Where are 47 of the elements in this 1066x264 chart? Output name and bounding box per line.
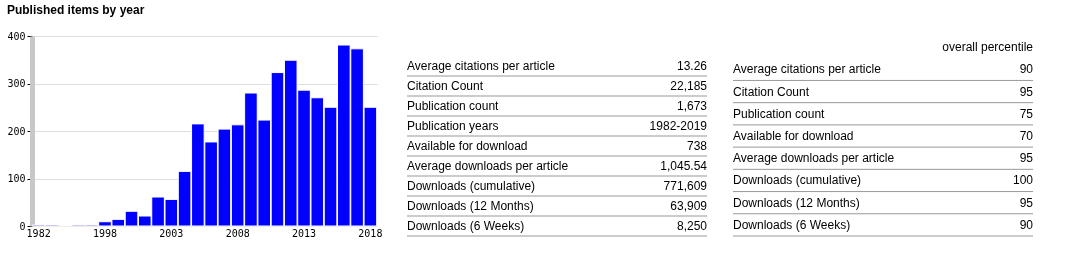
text: 22,185 (670, 79, 707, 93)
y-tick-label: 200 (7, 125, 26, 137)
category-label: Downloads (6 Weeks) (407, 219, 525, 233)
category-label: Downloads (12 Months) (407, 199, 534, 213)
category-label: Citation Count (407, 79, 484, 93)
x-tick-label: 1982 (26, 227, 51, 239)
text: 100 (1012, 173, 1033, 188)
category-label: Average citations per article (733, 62, 882, 77)
category-label: Downloads (cumulative) (407, 179, 536, 193)
text: 95 (1019, 84, 1033, 99)
category-label: Average downloads per article (733, 151, 895, 166)
text: 95 (1019, 195, 1033, 210)
chart-title: Published items by year (6, 3, 145, 17)
category-label: Available for download (407, 139, 528, 153)
category-label: Downloads (6 Weeks) (733, 217, 851, 232)
text: 771,609 (663, 179, 707, 193)
text: 90 (1019, 217, 1033, 232)
text: 738 (686, 139, 707, 153)
text: overall percentile (942, 40, 1034, 55)
category-label: Publication count (733, 106, 826, 121)
y-tick-label: 300 (7, 78, 26, 89)
x-tick-label: 2013 (291, 227, 317, 239)
x-tick-label: 2003 (159, 227, 184, 239)
category-label: Publication count (407, 99, 500, 113)
category-label: Publication years (407, 119, 499, 133)
y-tick-label: 0 (19, 220, 26, 232)
text: 13.26 (676, 59, 707, 73)
category-label: Citation Count (733, 84, 810, 99)
y-tick-label: 400 (7, 30, 26, 42)
x-tick-label: 1998 (92, 227, 118, 239)
category-label: Average citations per article (407, 59, 556, 73)
text: 1982-2019 (649, 119, 707, 133)
text: 75 (1019, 106, 1033, 121)
x-tick-label: 2018 (358, 227, 383, 239)
text: 70 (1019, 129, 1033, 143)
text: 95 (1019, 151, 1033, 166)
y-tick-label: 100 (7, 173, 26, 184)
category-label: Average downloads per article (407, 159, 569, 173)
text: 63,909 (670, 199, 707, 213)
text: 90 (1019, 62, 1033, 77)
text: 1,673 (676, 99, 707, 113)
text: 8,250 (676, 219, 707, 233)
category-label: Downloads (cumulative) (733, 173, 862, 188)
category-label: Available for download (733, 129, 854, 143)
text: 1,045.54 (660, 159, 707, 173)
category-label: Downloads (12 Months) (733, 195, 860, 210)
x-tick-label: 2008 (225, 227, 250, 239)
